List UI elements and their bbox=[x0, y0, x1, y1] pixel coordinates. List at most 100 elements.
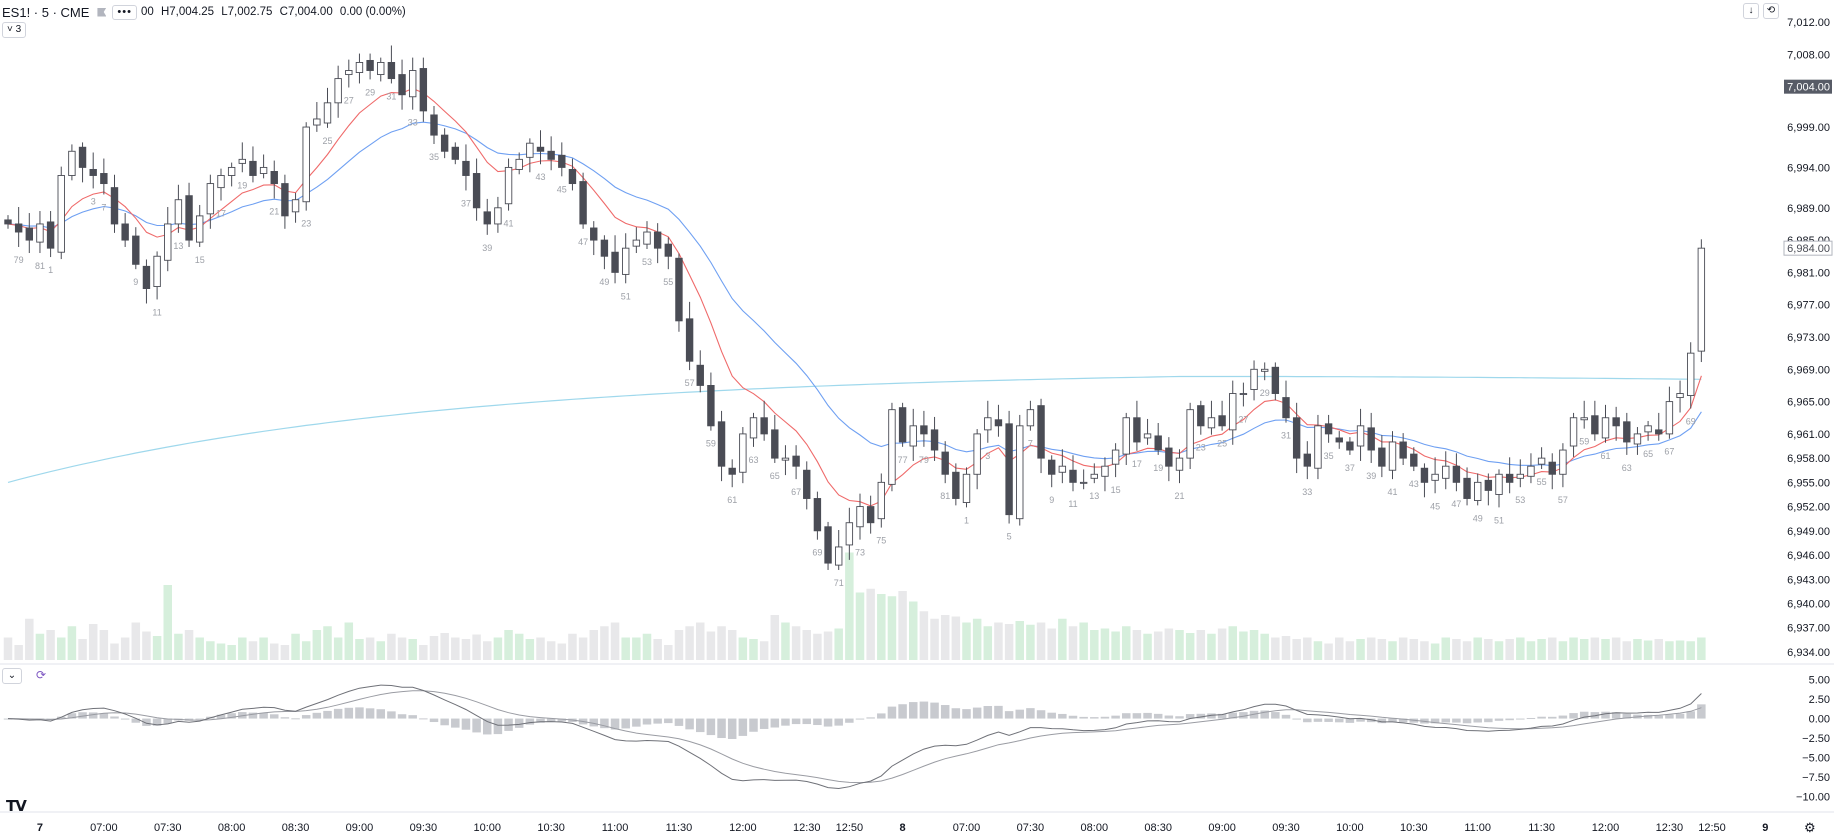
candle-body bbox=[898, 407, 907, 443]
candle-body bbox=[1612, 417, 1620, 427]
volume-bar bbox=[333, 637, 343, 660]
indicators-collapse-button[interactable]: ˅ 3 bbox=[2, 22, 27, 38]
gear-icon[interactable]: ⚙ bbox=[1804, 820, 1816, 835]
flag-icon[interactable] bbox=[97, 7, 107, 17]
volume-bar bbox=[1654, 639, 1663, 660]
bar-number-label: 23 bbox=[301, 219, 311, 229]
price-tick-label: 6,940.00 bbox=[1787, 598, 1830, 610]
histogram-bar bbox=[397, 714, 407, 719]
histogram-bar bbox=[717, 718, 726, 739]
volume-bar bbox=[525, 639, 535, 660]
histogram-bar bbox=[1548, 716, 1557, 719]
histogram-bar bbox=[387, 711, 396, 719]
volume-bar bbox=[419, 645, 428, 660]
open-value: 00 bbox=[140, 6, 154, 18]
volume-bar bbox=[823, 631, 833, 660]
volume-bar bbox=[1505, 639, 1514, 660]
candle-body bbox=[4, 219, 12, 225]
candle-body bbox=[1559, 449, 1567, 475]
histogram-bar bbox=[1271, 712, 1280, 719]
candle-body bbox=[1388, 441, 1397, 471]
bar-number-label: 81 bbox=[35, 261, 45, 271]
histogram-bar bbox=[1377, 718, 1387, 724]
volume-bar bbox=[1217, 628, 1227, 660]
bar-number-label: 31 bbox=[1281, 431, 1291, 441]
price-tick-label: 6,981.00 bbox=[1787, 267, 1830, 279]
secondary-price-badge bbox=[1783, 240, 1833, 256]
candle-body bbox=[1591, 415, 1599, 435]
volume-bar bbox=[770, 615, 780, 660]
volume-bar bbox=[1026, 624, 1035, 660]
histogram-bar bbox=[333, 708, 343, 719]
candle-body bbox=[46, 221, 55, 249]
time-tick-label: 09:30 bbox=[410, 822, 438, 834]
time-tick-label: 09:00 bbox=[1208, 822, 1236, 834]
candle-body bbox=[334, 78, 342, 104]
candle-series bbox=[4, 45, 1706, 570]
histogram-bar bbox=[1526, 717, 1536, 719]
histogram-bar bbox=[1047, 712, 1056, 719]
candle-body bbox=[696, 364, 704, 386]
volume-bar bbox=[674, 630, 684, 660]
histogram-bar bbox=[1207, 713, 1216, 719]
volume-series bbox=[3, 552, 1706, 660]
tradingview-logo[interactable]: TV bbox=[6, 797, 27, 815]
price-tick-label: 6,949.00 bbox=[1787, 526, 1830, 538]
bar-number-label: 43 bbox=[535, 172, 545, 182]
bar-number-label: 21 bbox=[1174, 491, 1184, 501]
volume-bar bbox=[514, 633, 524, 660]
histogram-bar bbox=[323, 710, 332, 719]
histogram-bar bbox=[1122, 713, 1131, 719]
secondary-price-label: 6,984.00 bbox=[1787, 243, 1830, 255]
time-tick-label: 10:00 bbox=[1336, 822, 1364, 834]
candle-body bbox=[632, 239, 641, 247]
bar-number-label: 53 bbox=[642, 257, 652, 267]
volume-bar bbox=[46, 630, 55, 660]
candle-body bbox=[1378, 447, 1386, 467]
candle-body bbox=[930, 429, 939, 451]
histogram-bar bbox=[1239, 712, 1248, 719]
bar-number-label: 17 bbox=[216, 209, 226, 219]
candle-body bbox=[1431, 473, 1439, 481]
sync-icon[interactable]: ⟳ bbox=[36, 668, 47, 682]
volume-bar bbox=[1569, 637, 1578, 660]
bar-number-label: 79 bbox=[919, 455, 929, 465]
volume-bar bbox=[248, 641, 258, 660]
bar-number-label: 49 bbox=[1473, 513, 1483, 523]
bar-number-label: 47 bbox=[578, 237, 588, 247]
volume-bar bbox=[802, 630, 811, 660]
symbol-title[interactable]: ES1! · 5 · CME bbox=[2, 4, 90, 20]
volume-bar bbox=[1004, 624, 1014, 660]
histogram-bar bbox=[1558, 715, 1568, 719]
bar-number-label: 41 bbox=[504, 219, 514, 229]
bar-number-label: 25 bbox=[1217, 439, 1227, 449]
candle-body bbox=[1154, 435, 1162, 451]
oscillator-tick-label: −5.00 bbox=[1802, 752, 1830, 764]
histogram-bar bbox=[163, 718, 172, 724]
volume-bar bbox=[142, 631, 151, 660]
volume-bar bbox=[1335, 637, 1344, 660]
more-button[interactable]: ••• bbox=[112, 4, 137, 20]
histogram-bar bbox=[834, 718, 843, 726]
refresh-icon[interactable]: ⟲ bbox=[1763, 3, 1779, 19]
volume-bar bbox=[1196, 630, 1206, 660]
histogram-bar bbox=[1079, 716, 1088, 719]
histogram-bar bbox=[1036, 710, 1046, 719]
histogram-bar bbox=[727, 718, 737, 739]
candle-body bbox=[100, 173, 108, 185]
volume-bar bbox=[610, 622, 620, 660]
candle-body bbox=[813, 498, 822, 532]
volume-bar bbox=[440, 633, 449, 660]
price-tick-label: 6,946.00 bbox=[1787, 550, 1830, 562]
candle-body bbox=[57, 175, 65, 253]
candle-body bbox=[600, 239, 609, 257]
arrow-down-icon[interactable]: ↓ bbox=[1743, 3, 1759, 19]
chevron-down-icon[interactable]: ⌄ bbox=[2, 668, 22, 684]
volume-bar bbox=[451, 637, 460, 660]
candle-body bbox=[1122, 417, 1130, 455]
histogram-bar bbox=[642, 718, 652, 725]
volume-bar bbox=[632, 637, 641, 660]
candle-body bbox=[664, 243, 672, 257]
candle-body bbox=[1324, 423, 1333, 435]
